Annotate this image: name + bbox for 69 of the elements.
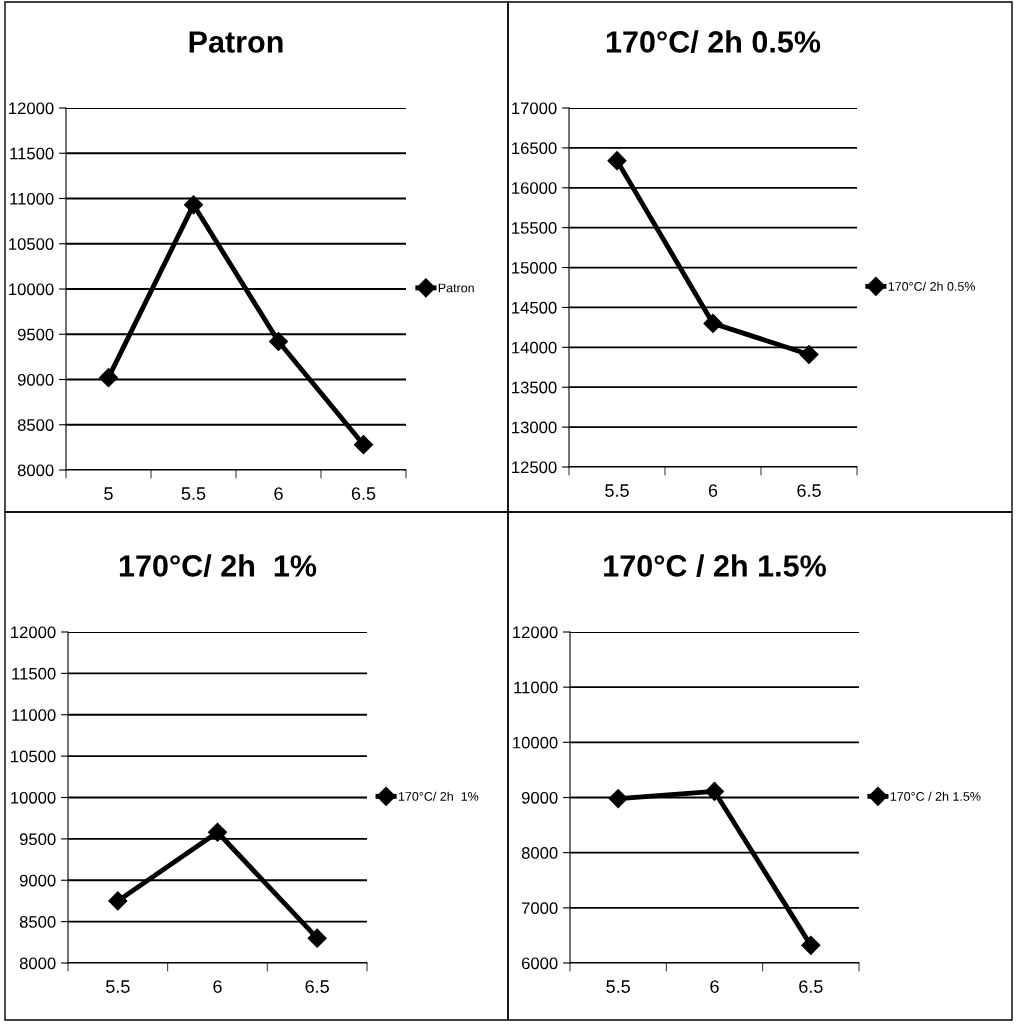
point [353,435,374,455]
y-tick-label: 13000 [512,421,557,434]
point [607,151,627,171]
point [801,935,821,955]
point [608,789,628,809]
y-tick-label: 14500 [512,301,557,314]
x-tick-label: 6 [708,484,718,497]
y-tick-label: 12500 [512,461,557,474]
legend-label: 170°C / 2h 1.5% [890,791,981,801]
y-tick-label: 8500 [19,916,56,928]
y-tick-label: 14000 [512,341,557,354]
x-tick-label: 6.5 [305,980,329,993]
y-tick-label: 11000 [514,681,558,694]
legend-label: 170°C/ 2h 0.5% [888,281,976,291]
x-tick-label: 5.5 [605,484,629,497]
y-tick-label: 15500 [512,222,557,234]
y-tick-label: 9000 [521,791,558,804]
y-tick-label: 10500 [9,238,54,250]
y-tick-label: 10500 [11,750,56,763]
y-tick-label: 6000 [521,957,558,970]
y-tick-label: 17000 [512,102,557,115]
x-tick-label: 6.5 [797,484,821,497]
y-tick-label: 8000 [19,957,56,970]
chart-title: 170°C/ 2h 1% [119,554,317,578]
y-tick-label: 12000 [11,626,56,639]
y-tick-label: 15000 [512,261,557,274]
y-tick-label: 11500 [12,667,56,680]
y-tick-label: 16000 [512,182,557,194]
x-tick-label: 6 [274,487,283,500]
y-tick-label: 9500 [17,328,54,341]
y-tick-label: 8000 [17,464,54,477]
y-tick-label: 10000 [9,283,54,296]
chart-title: Patron [189,31,283,53]
legend-label: 170°C/ 2h 1% [398,791,479,801]
x-tick-label: 6 [213,980,222,993]
y-tick-label: 11000 [10,192,54,205]
x-tick-label: 5.5 [606,980,630,993]
point [207,822,228,842]
y-tick-label: 16500 [512,142,557,155]
chart-title: 170°C / 2h 1.5% [604,554,826,578]
x-tick-label: 6.5 [799,980,823,993]
y-tick-label: 9000 [17,373,54,386]
point [268,331,289,352]
chart-title: 170°C/ 2h 0.5% [606,30,821,54]
point [799,344,819,365]
y-tick-label: 10000 [11,791,56,804]
x-tick-label: 5 [104,487,113,500]
point [704,781,725,801]
y-tick-label: 7000 [521,902,558,915]
x-tick-label: 5.5 [181,487,206,500]
y-tick-label: 12000 [513,626,558,639]
y-tick-label: 11000 [12,709,56,721]
y-tick-label: 9500 [19,833,56,846]
point [307,928,327,948]
x-tick-label: 5.5 [106,980,130,993]
x-tick-label: 6.5 [351,487,376,500]
y-tick-label: 12000 [9,102,54,115]
y-tick-label: 9000 [19,874,56,887]
point [108,891,128,911]
y-tick-label: 8000 [521,847,558,859]
point [703,313,723,333]
y-tick-label: 8500 [17,419,54,431]
point [98,368,119,388]
legend-label: Patron [438,283,474,293]
x-tick-label: 6 [710,980,719,993]
y-tick-label: 13500 [512,381,557,394]
y-tick-label: 11500 [10,147,54,160]
point [183,195,204,215]
y-tick-label: 10000 [513,736,558,749]
